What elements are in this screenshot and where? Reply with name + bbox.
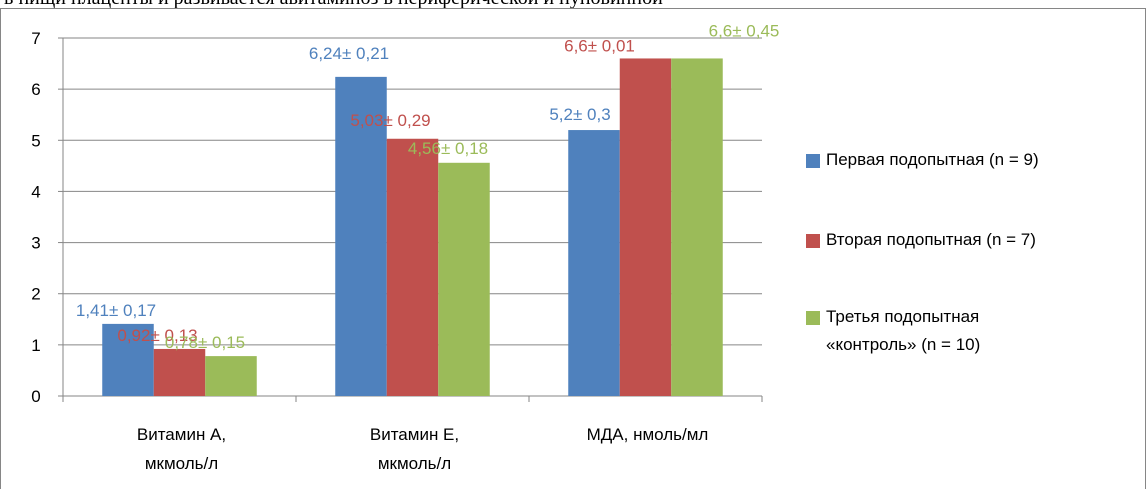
y-tick-label: 1	[31, 336, 40, 355]
data-label: 6,24± 0,21	[309, 44, 389, 63]
bar	[438, 162, 490, 396]
y-tick-label: 0	[31, 387, 40, 406]
data-label: 6,6± 0,01	[564, 36, 635, 55]
x-category-label: мкмоль/л	[378, 454, 451, 473]
legend-item: Вторая подопытная (n = 7)	[806, 228, 1036, 254]
data-label: 0,92± 0,13	[117, 326, 197, 345]
y-tick-label: 4	[31, 182, 40, 201]
data-label: 4,56± 0,18	[408, 139, 488, 158]
legend-item: Третья подопытная «контроль» (n = 10)	[806, 305, 980, 359]
bar	[619, 58, 672, 396]
x-category-label: мкмоль/л	[145, 454, 218, 473]
y-tick-label: 3	[31, 234, 40, 253]
legend-label: Третья подопытная «контроль» (n = 10)	[826, 307, 981, 354]
bar-chart: 0 1 2 3 4 5 6 7 1,41± 0,17 6,24± 0,21 5,2± 0,3 0,92…	[31, 21, 780, 473]
top-text-fragment: в пищи плаценты и развивается авитаминоз…	[0, 0, 1148, 9]
bar	[386, 138, 439, 396]
x-category-label: Витамин Е,	[370, 425, 459, 444]
legend-item: Первая подопытная (n = 9)	[806, 148, 1039, 174]
chart-frame	[0, 8, 1146, 489]
legend-label: Вторая подопытная (n = 7)	[826, 230, 1036, 249]
data-label: 5,2± 0,3	[549, 105, 610, 124]
y-tick-label: 5	[31, 131, 40, 150]
bar	[205, 356, 257, 396]
bar	[335, 76, 387, 397]
bar	[568, 130, 620, 397]
legend-swatch	[806, 311, 820, 325]
bar	[671, 58, 723, 396]
data-label: 5,03± 0,29	[350, 111, 430, 130]
data-label: 6,6± 0,45	[709, 21, 780, 40]
x-category-label: МДА, нмоль/мл	[587, 425, 709, 444]
x-category-label: Витамин А,	[137, 425, 226, 444]
y-tick-label: 7	[31, 29, 40, 48]
y-tick-label: 2	[31, 285, 40, 304]
y-tick-label: 6	[31, 80, 40, 99]
legend-label: Первая подопытная (n = 9)	[826, 150, 1039, 169]
bar	[102, 323, 154, 396]
data-label: 1,41± 0,17	[76, 301, 156, 320]
legend-swatch	[806, 154, 820, 168]
legend-swatch	[806, 234, 820, 248]
bar	[153, 348, 206, 396]
data-label: 0,78± 0,15	[165, 333, 245, 352]
chart-legend: Первая подопытная (n = 9) Вторая подопытн…	[806, 0, 1146, 489]
